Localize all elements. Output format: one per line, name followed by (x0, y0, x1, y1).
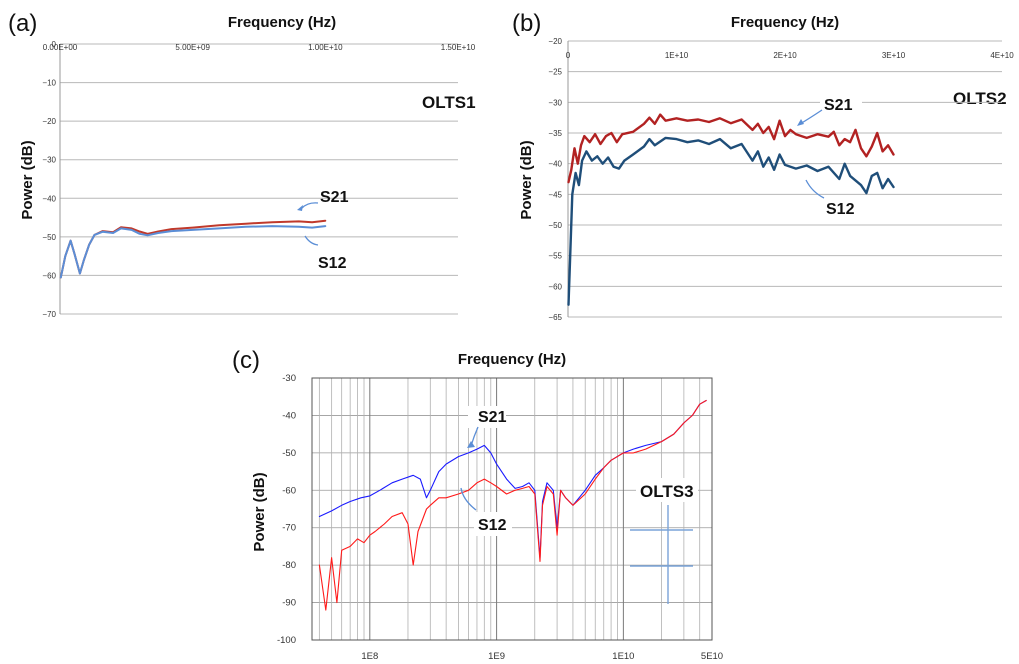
chart-b-y-tick-label: −45 (548, 190, 562, 199)
chart-b-s21-label: S21 (824, 97, 853, 114)
chart-c-s12-label: S12 (478, 517, 507, 534)
chart-b-y-tick-label: −40 (548, 160, 562, 169)
chart-c-s12-callout-line (460, 487, 477, 511)
chart-a-y-axis-label: Power (dB) (19, 140, 36, 219)
chart-c-y-tick-label: -50 (282, 448, 296, 459)
chart-a-x-tick-label: 1.00E+10 (308, 43, 343, 52)
chart-b-x-tick-label: 3E+10 (882, 51, 906, 60)
chart-a-y-tick-label: −30 (42, 156, 56, 165)
chart-c-x-tick-label: 5E10 (701, 651, 723, 662)
chart-b-y-tick-label: −65 (548, 313, 562, 322)
chart-panel-c: (c) Frequency (Hz) Power (dB) -30-40-50-… (232, 347, 723, 662)
chart-b-x-tick-label: 0 (566, 51, 571, 60)
chart-b-y-axis-label: Power (dB) (518, 140, 535, 219)
panel-letter-b: (b) (512, 10, 541, 37)
chart-a-s21-callout-line (301, 202, 319, 209)
chart-c-y-tick-label: -80 (282, 560, 296, 571)
panel-letter-a: (a) (8, 10, 37, 37)
chart-b-s21-label-bg (820, 94, 862, 114)
chart-c-gridlines (311, 377, 713, 641)
chart-c-title: Frequency (Hz) (458, 351, 566, 368)
chart-b-y-tick-label: −25 (548, 68, 562, 77)
chart-c-s12-label-bg (474, 512, 512, 536)
chart-panel-a: (a) Frequency (Hz) Power (dB) OLTS1 0 −10… (8, 10, 476, 319)
chart-b-s12-label-bg (823, 199, 863, 219)
chart-c-y-ticks: -30 -40 -50 -60 -70 -80 -90 -100 (277, 373, 296, 646)
chart-a-series (59, 219, 327, 279)
chart-b-y-tick-label: −30 (548, 98, 562, 107)
chart-c-plot-frame (311, 377, 713, 641)
chart-c-panel-label-bg (636, 478, 698, 502)
chart-b-x-tick-label: 4E+10 (990, 51, 1014, 60)
chart-b-gridlines (567, 40, 1002, 318)
chart-a-y-tick-label: 0 (52, 40, 57, 49)
chart-a-y-ticks: 0 −10 −20 −30 −40 −50 −60 −70 (42, 40, 56, 319)
chart-c-s21-callout-arrow (467, 441, 475, 448)
chart-a-x-tick-label: 5.00E+09 (175, 43, 210, 52)
chart-b-series (567, 113, 895, 306)
chart-b-y-tick-label: −60 (548, 282, 562, 291)
chart-a-s21-callout-arrow (297, 205, 303, 211)
panel-letter-c: (c) (232, 347, 260, 374)
chart-a-y-tick-label: −70 (42, 310, 56, 319)
chart-a-series-s12-line (59, 225, 327, 279)
chart-b-title: Frequency (Hz) (731, 14, 839, 31)
chart-c-x-ticks: 1E8 1E9 1E10 5E10 (361, 651, 723, 662)
chart-a-x-tick-label: 0.00E+00 (43, 43, 78, 52)
chart-c-x-tick-label: 1E10 (612, 651, 634, 662)
chart-a-title: Frequency (Hz) (228, 14, 336, 31)
chart-a-s12-label: S12 (318, 255, 347, 272)
chart-a-y-tick-label: −10 (42, 79, 56, 88)
chart-c-panel-label: OLTS3 (640, 482, 694, 501)
chart-b-s21-callout-line (799, 109, 823, 125)
chart-b-series-s12-line (567, 136, 895, 306)
chart-c-series (318, 399, 707, 611)
chart-c-y-tick-label: -30 (282, 373, 296, 384)
chart-b-y-tick-label: −55 (548, 252, 562, 261)
chart-a-y-tick-label: −50 (42, 233, 56, 242)
chart-c-x-tick-label: 1E8 (361, 651, 378, 662)
chart-b-s12-label: S12 (826, 201, 855, 218)
chart-c-y-axis-label: Power (dB) (251, 472, 268, 551)
chart-b-s21-callout-arrow (797, 119, 804, 126)
chart-b-series-s21-line (567, 113, 895, 184)
chart-a-y-tick-label: −60 (42, 271, 56, 280)
chart-a-x-tick-label: 1.50E+10 (441, 43, 476, 52)
chart-a-gridlines (59, 43, 458, 315)
chart-c-y-tick-label: -100 (277, 635, 296, 646)
chart-c-series-s21-line (318, 399, 707, 559)
chart-c-series-s12-line (318, 399, 707, 611)
chart-b-s12-callout-line (805, 179, 825, 199)
chart-b-panel-label: OLTS2 (953, 89, 1007, 108)
chart-b-y-tick-label: −20 (548, 37, 562, 46)
chart-panel-b: (b) Frequency (Hz) Power (dB) OLTS2 −20−… (512, 10, 1014, 322)
chart-c-x-tick-label: 1E9 (488, 651, 505, 662)
chart-b-x-ticks: 0 1E+10 2E+10 3E+10 4E+10 (566, 51, 1014, 60)
chart-a-s12-callout-line (304, 235, 319, 246)
chart-b-y-ticks: −20 −25 −30 −35 −40 −45 −50 −55 −60 −65 (548, 37, 562, 322)
chart-b-x-tick-label: 2E+10 (773, 51, 797, 60)
chart-a-y-tick-label: −40 (42, 194, 56, 203)
chart-c-y-tick-label: -40 (282, 410, 296, 421)
chart-a-s21-label: S21 (320, 189, 349, 206)
chart-c-y-tick-label: -60 (282, 485, 296, 496)
chart-b-x-tick-label: 1E+10 (665, 51, 689, 60)
chart-c-y-tick-label: -90 (282, 598, 296, 609)
chart-a-panel-label: OLTS1 (422, 93, 476, 112)
chart-c-y-tick-label: -70 (282, 523, 296, 534)
chart-a-y-tick-label: −20 (42, 117, 56, 126)
chart-c-s21-label-bg (468, 406, 506, 428)
chart-a-x-ticks: 0.00E+00 5.00E+09 1.00E+10 1.50E+10 (43, 43, 476, 52)
chart-c-s21-label: S21 (478, 409, 507, 426)
chart-b-y-tick-label: −35 (548, 129, 562, 138)
chart-b-y-tick-label: −50 (548, 221, 562, 230)
